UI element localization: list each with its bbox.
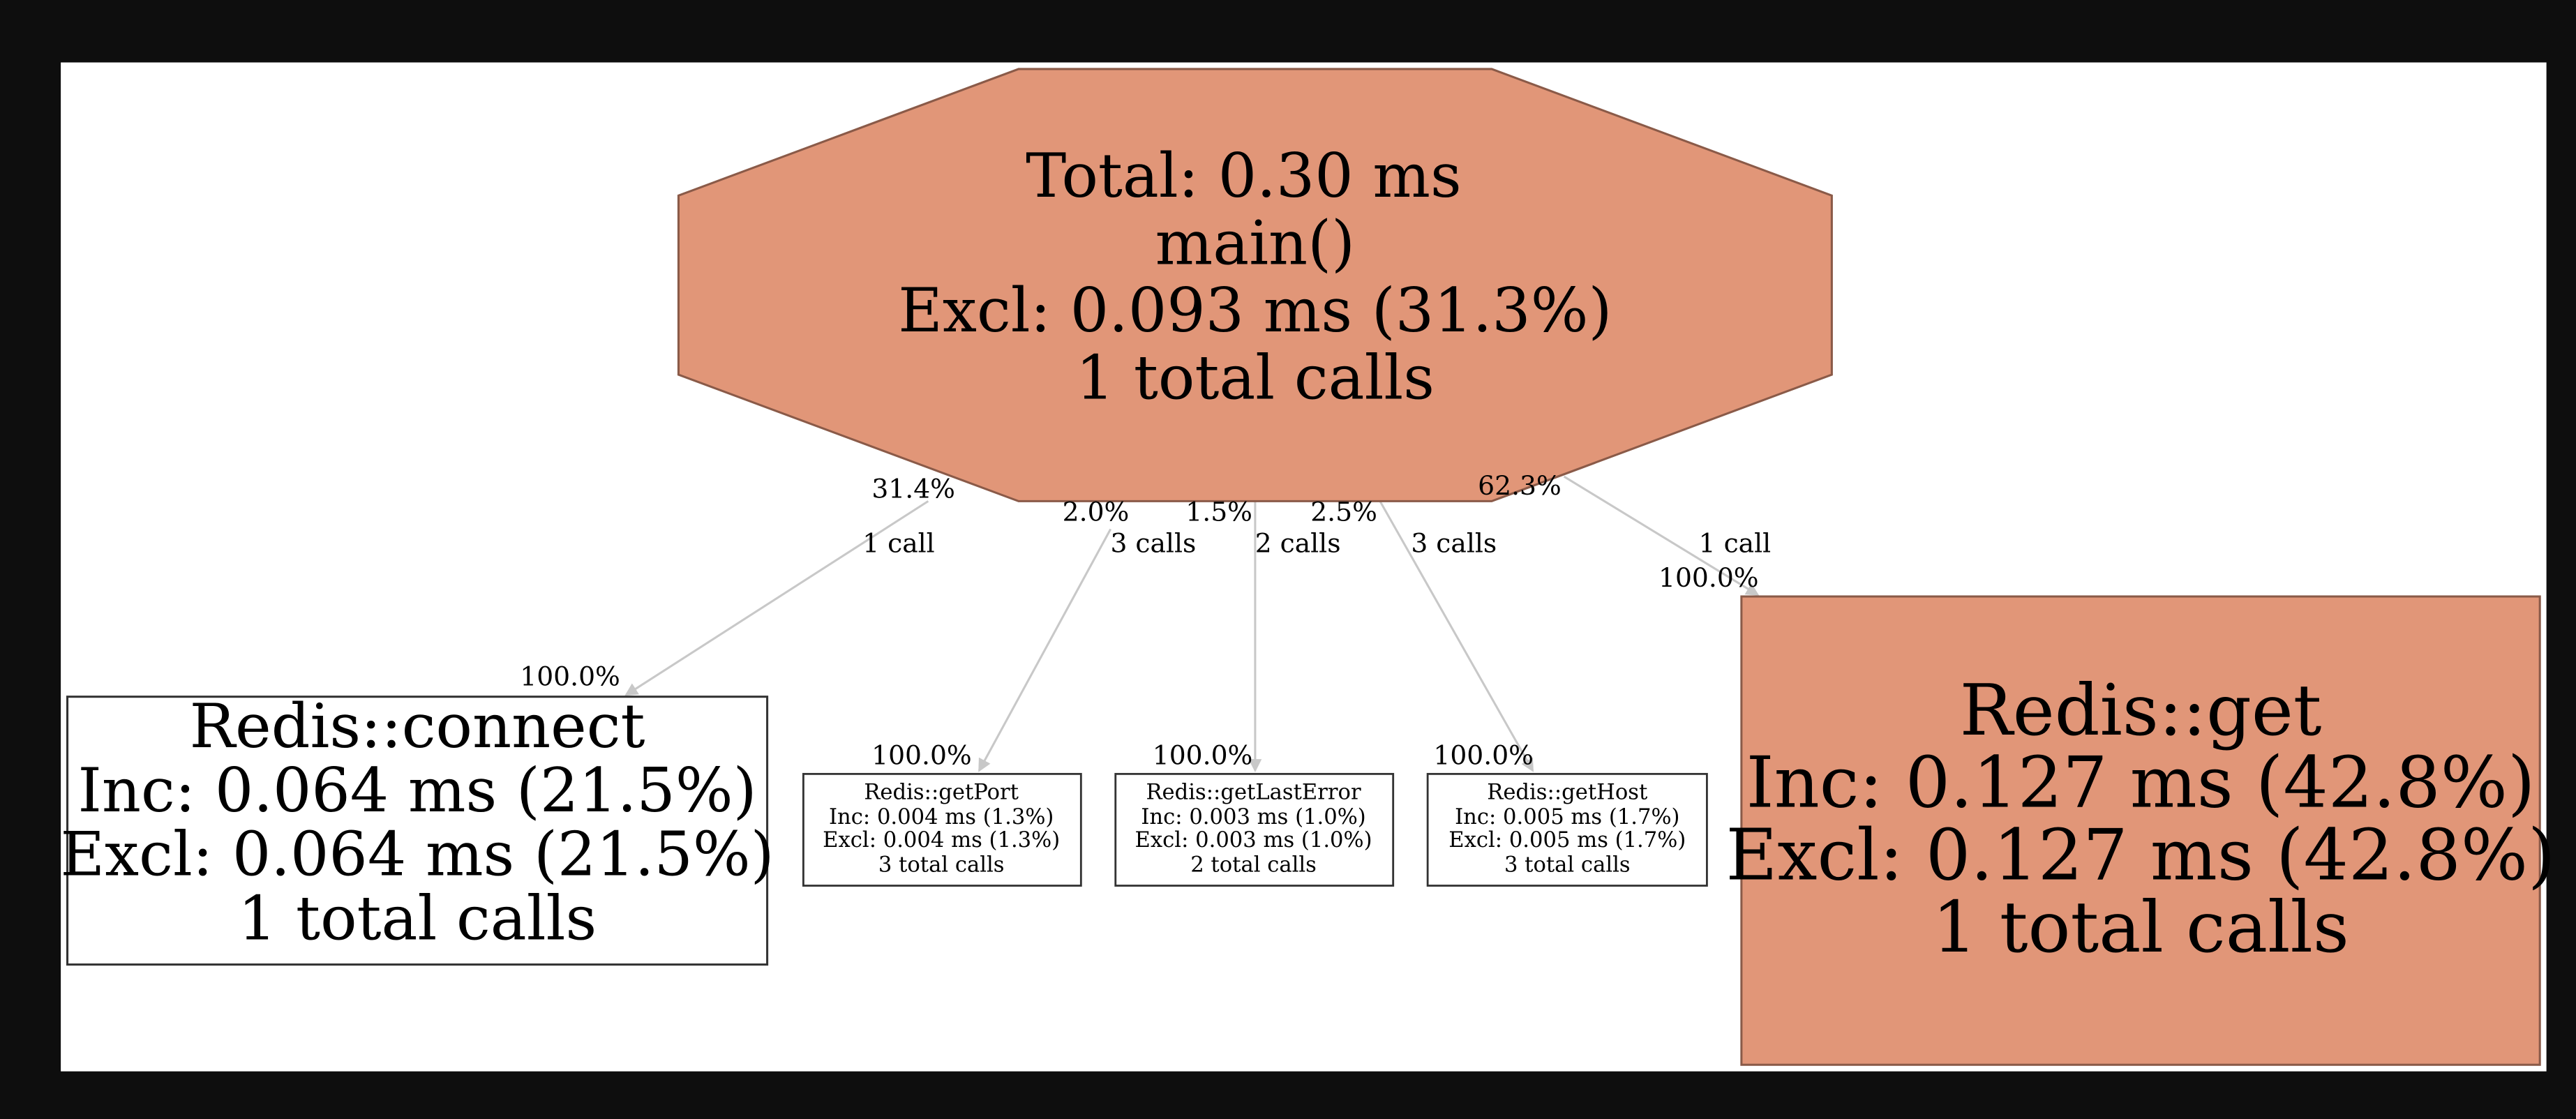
node-text: Excl: 0.005 ms (1.7%) — [1448, 828, 1686, 853]
edge-in-share: 100.0% — [520, 661, 620, 691]
edge-out-share: 2.0% — [1063, 497, 1130, 527]
node-shape[interactable] — [1426, 772, 1708, 887]
node-text: 1 total calls — [238, 883, 597, 954]
node-text: Inc: 0.127 ms (42.8%) — [1746, 742, 2536, 824]
node-text: Excl: 0.127 ms (42.8%) — [1726, 813, 2556, 896]
node-text: Redis::connect — [190, 691, 645, 762]
edge-out-share: 62.3% — [1478, 470, 1562, 501]
node-shape[interactable] — [1114, 772, 1395, 887]
edge-in-share: 100.0% — [1153, 739, 1253, 770]
node-text: Redis::getLastError — [1146, 781, 1361, 805]
node-text: Inc: 0.004 ms (1.3%) — [829, 805, 1054, 829]
node-text: main() — [1155, 207, 1355, 278]
edge — [1379, 500, 1534, 772]
node-text: Excl: 0.004 ms (1.3%) — [823, 828, 1060, 853]
edge-calls: 3 calls — [1110, 527, 1196, 558]
edge — [978, 528, 1112, 772]
edge — [624, 500, 929, 696]
edge-calls: 1 call — [1699, 527, 1772, 558]
node-text: 2 total calls — [1190, 853, 1317, 877]
node-text: 3 total calls — [1504, 853, 1631, 877]
node-shape[interactable] — [1740, 595, 2541, 1066]
node-text: Redis::getPort — [864, 781, 1019, 805]
edge-calls: 2 calls — [1255, 527, 1341, 558]
node-shape[interactable] — [66, 696, 769, 966]
node-text: Total: 0.30 ms — [1026, 140, 1462, 211]
node-text: Redis::getHost — [1487, 781, 1648, 805]
edge-out-share: 2.5% — [1310, 497, 1377, 527]
edge-calls: 1 call — [862, 527, 935, 558]
node-text: Excl: 0.003 ms (1.0%) — [1135, 828, 1372, 853]
edge-out-share: 1.5% — [1185, 497, 1252, 527]
node-text: Inc: 0.005 ms (1.7%) — [1455, 805, 1679, 829]
edge-calls: 3 calls — [1411, 527, 1497, 558]
node-text: Inc: 0.064 ms (21.5%) — [78, 755, 757, 826]
node-text: 1 total calls — [1076, 343, 1435, 414]
node-text: 1 total calls — [1932, 886, 2349, 968]
node-shape[interactable] — [802, 772, 1082, 887]
edge-in-share: 100.0% — [1658, 562, 1759, 593]
node-shape[interactable] — [677, 68, 1833, 502]
edge-in-share: 100.0% — [871, 739, 972, 770]
edge — [1563, 475, 1760, 596]
edge-in-share: 100.0% — [1433, 739, 1534, 770]
node-text: Inc: 0.003 ms (1.0%) — [1141, 805, 1365, 829]
edge-out-share: 31.4% — [871, 474, 955, 504]
node-text: 3 total calls — [878, 853, 1005, 877]
node-text: Excl: 0.064 ms (21.5%) — [60, 819, 774, 890]
node-text: Redis::get — [1960, 669, 2322, 751]
node-text: Excl: 0.093 ms (31.3%) — [898, 275, 1612, 346]
